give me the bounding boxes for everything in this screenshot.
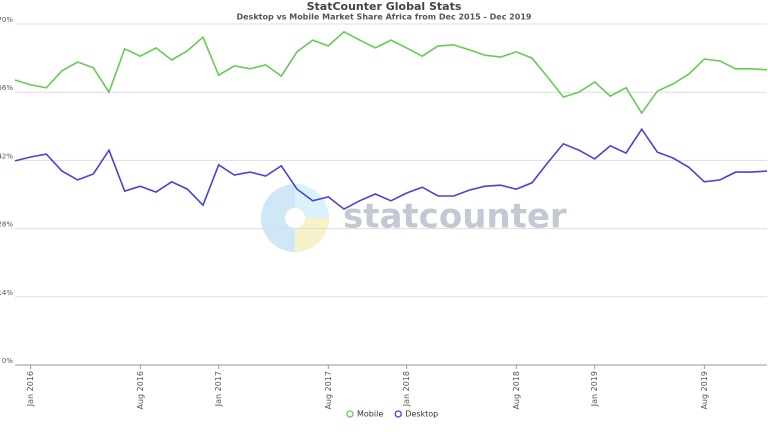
x-tick-label: Jan 2019 xyxy=(590,371,599,407)
legend-label: Desktop xyxy=(405,410,438,419)
y-tick-label: 42% xyxy=(0,152,13,160)
y-tick-label: 0% xyxy=(2,357,13,365)
legend-label: Mobile xyxy=(357,410,383,419)
line-series xyxy=(14,127,768,211)
chart-title: StatCounter Global Stats xyxy=(307,0,462,13)
legend-item: Desktop xyxy=(394,410,438,419)
y-tick-label: 56% xyxy=(0,84,13,92)
x-tick-label: Jan 2018 xyxy=(402,371,411,407)
y-tick-label: 70% xyxy=(0,16,13,24)
legend-item: Mobile xyxy=(346,410,383,419)
x-tick-label: Jan 2017 xyxy=(214,371,223,407)
legend-marker xyxy=(346,410,354,418)
watermark: statcounter xyxy=(343,197,567,237)
x-tick-label: Aug 2019 xyxy=(700,371,709,410)
x-tick-label: Aug 2016 xyxy=(136,371,145,410)
legend-marker xyxy=(394,410,402,418)
y-tick-label: 14% xyxy=(0,289,13,297)
x-tick-label: Aug 2018 xyxy=(512,371,521,410)
chart-subtitle: Desktop vs Mobile Market Share Africa fr… xyxy=(236,13,531,22)
x-tick-label: Aug 2017 xyxy=(324,371,333,410)
x-tick-label: Jan 2016 xyxy=(26,371,35,407)
watermark-logo xyxy=(261,184,329,252)
line-series xyxy=(14,30,768,115)
y-tick-label: 28% xyxy=(0,221,13,229)
